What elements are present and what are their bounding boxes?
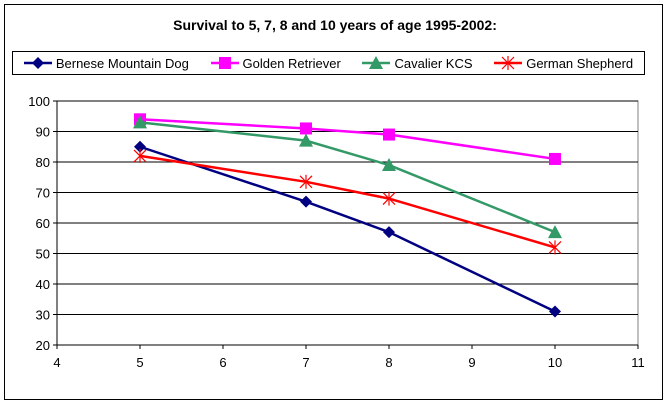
data-point	[549, 305, 561, 318]
legend-label: Bernese Mountain Dog	[55, 55, 189, 71]
y-tick-label: 90	[36, 125, 50, 140]
x-tick-label: 5	[136, 355, 143, 370]
square-marker-icon	[210, 57, 239, 69]
legend-item: Cavalier KCS	[362, 55, 473, 71]
data-point	[548, 225, 562, 239]
legend-marker	[369, 56, 384, 69]
x-tick-label: 11	[631, 355, 645, 370]
legend-marker	[218, 57, 231, 69]
series-line	[139, 118, 556, 161]
series-line	[139, 121, 556, 234]
y-tick-label: 40	[36, 277, 50, 292]
y-tick-label: 60	[36, 216, 50, 231]
data-point	[548, 240, 562, 255]
star-marker-icon	[494, 56, 523, 70]
data-point	[134, 140, 146, 153]
x-tick-label: 6	[219, 355, 226, 370]
legend-marker	[501, 56, 515, 70]
x-tick-label: 9	[468, 355, 475, 370]
data-point	[133, 115, 147, 129]
data-point	[300, 122, 312, 135]
data-point	[299, 133, 313, 147]
x-tick-label: 7	[302, 355, 309, 370]
legend-label: Cavalier KCS	[394, 55, 473, 71]
series-bernese-mountain-dog	[134, 140, 561, 318]
data-point	[299, 174, 313, 189]
y-tick-label: 70	[36, 186, 50, 201]
y-tick-label: 30	[36, 308, 50, 323]
data-point	[300, 195, 312, 208]
series-german-shepherd	[133, 148, 562, 255]
data-point	[382, 158, 396, 172]
legend-marker	[31, 57, 44, 69]
legend-label: Golden Retriever	[242, 55, 341, 71]
y-tick-label: 20	[36, 338, 50, 353]
triangle-marker-icon	[362, 56, 391, 69]
data-point	[382, 191, 396, 206]
x-tick-label: 8	[385, 355, 392, 370]
data-point	[133, 148, 147, 163]
diamond-marker-icon	[23, 57, 52, 69]
chart-frame	[4, 4, 663, 400]
legend-label: German Shepherd	[526, 55, 634, 71]
data-point	[383, 226, 395, 239]
legend-item: Bernese Mountain Dog	[23, 55, 189, 71]
chart-title: Survival to 5, 7, 8 and 10 years of age …	[173, 17, 497, 33]
legend-item: Golden Retriever	[210, 55, 341, 71]
x-tick-label: 4	[53, 355, 60, 370]
legend: Bernese Mountain Dog Golden Retriever Cava…	[12, 51, 645, 75]
y-tick-label: 50	[36, 247, 50, 262]
data-point	[383, 128, 395, 141]
series-line	[139, 154, 556, 249]
series-cavalier-kcs	[133, 115, 562, 239]
y-tick-label: 100	[28, 94, 50, 109]
x-tick-label: 10	[548, 355, 562, 370]
series-line	[139, 145, 556, 313]
data-point	[549, 152, 561, 165]
y-tick-label: 80	[36, 155, 50, 170]
legend-item: German Shepherd	[494, 56, 633, 71]
